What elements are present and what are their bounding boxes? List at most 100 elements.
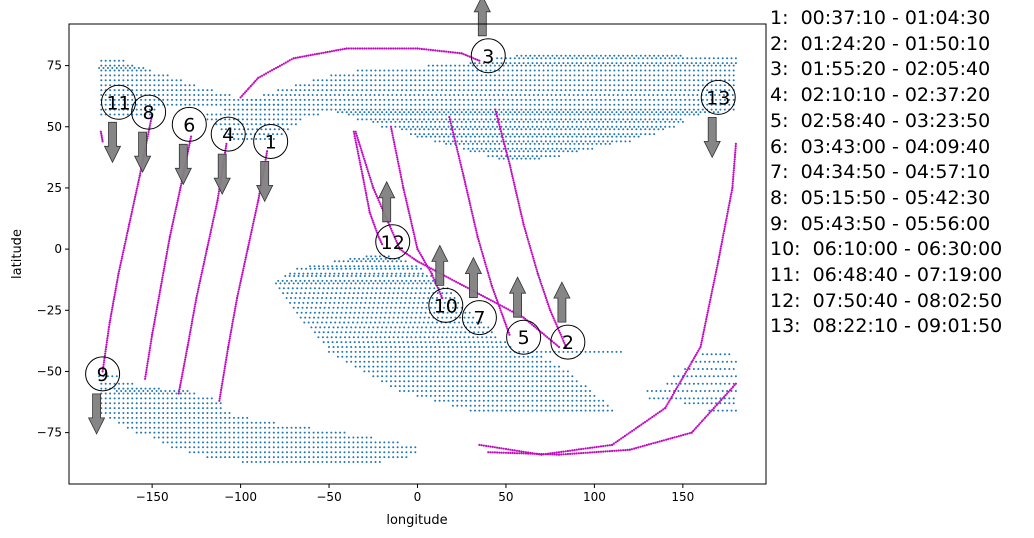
ocean-point — [527, 399, 530, 402]
ocean-point — [535, 125, 538, 128]
ocean-point — [312, 321, 315, 324]
ocean-point — [281, 426, 284, 429]
ocean-point — [476, 64, 479, 67]
ocean-point — [491, 111, 494, 114]
ocean-point — [679, 69, 682, 72]
ocean-point — [449, 133, 452, 136]
ocean-point — [369, 297, 372, 299]
ocean-point — [390, 301, 393, 304]
ocean-point — [476, 98, 479, 101]
track-point-4 — [202, 265, 205, 268]
ocean-point — [389, 311, 392, 314]
ocean-point — [219, 123, 222, 126]
ocean-point — [398, 306, 401, 309]
ocean-point — [407, 346, 410, 348]
ocean-point — [290, 456, 293, 459]
ocean-point — [202, 441, 204, 444]
ocean-point — [210, 416, 213, 419]
ocean-point — [336, 111, 339, 114]
track-point-6 — [167, 244, 170, 247]
track-point-3 — [414, 47, 417, 50]
ocean-point — [215, 98, 218, 101]
ocean-point — [606, 135, 609, 138]
ocean-point — [179, 392, 182, 395]
ocean-point — [175, 103, 178, 106]
ocean-point — [458, 74, 461, 77]
ocean-point — [575, 150, 578, 153]
ocean-point — [359, 282, 361, 285]
ocean-point — [224, 94, 227, 96]
ocean-point — [434, 390, 437, 392]
ocean-point — [522, 140, 525, 143]
ocean-point — [413, 301, 415, 304]
ocean-point — [371, 341, 374, 344]
track-point-3 — [280, 63, 283, 66]
ocean-point — [330, 461, 333, 463]
track-point-4 — [224, 151, 227, 154]
track-point-3 — [394, 47, 397, 50]
ocean-point — [675, 397, 678, 400]
ocean-point — [662, 98, 664, 101]
ocean-point — [538, 113, 541, 116]
ocean-point — [393, 265, 396, 268]
ocean-point — [631, 54, 633, 57]
ocean-point — [690, 57, 693, 60]
ocean-point — [648, 133, 651, 136]
ocean-point — [224, 436, 227, 439]
track-point-3 — [270, 69, 274, 72]
ocean-point — [533, 142, 536, 145]
ocean-point — [569, 133, 572, 136]
track-point-5 — [539, 280, 542, 283]
ocean-point — [361, 89, 364, 92]
ocean-point — [564, 64, 567, 67]
ocean-point — [332, 275, 335, 277]
track-point-3 — [418, 47, 421, 50]
ocean-point — [409, 451, 412, 454]
ocean-point — [608, 133, 611, 136]
ocean-point — [403, 120, 406, 123]
ocean-point — [582, 113, 585, 116]
ocean-point — [532, 94, 535, 96]
ocean-point — [306, 275, 309, 277]
ocean-point — [352, 98, 355, 101]
track-point-4 — [207, 241, 210, 244]
ocean-point — [303, 108, 306, 111]
ocean-point — [385, 355, 388, 358]
ocean-point — [385, 326, 388, 329]
ocean-point — [259, 108, 262, 111]
ocean-point — [717, 390, 720, 392]
ocean-point — [294, 94, 296, 96]
ocean-point — [153, 412, 156, 414]
ocean-point — [531, 355, 534, 358]
ocean-point — [467, 69, 470, 72]
ocean-point — [467, 133, 470, 136]
ocean-point — [712, 375, 715, 378]
ocean-point — [443, 346, 445, 348]
ocean-point — [390, 326, 392, 329]
ocean-point — [642, 120, 645, 123]
track-point-4 — [199, 277, 202, 280]
track-point-4 — [182, 364, 185, 368]
ocean-point — [648, 118, 651, 121]
ocean-point — [398, 346, 401, 348]
ocean-point — [394, 365, 397, 368]
ocean-point — [392, 279, 395, 282]
ocean-point — [668, 125, 671, 128]
ocean-point — [228, 412, 231, 414]
track-point-5 — [514, 187, 517, 190]
ocean-point — [600, 74, 602, 77]
ocean-point — [436, 64, 439, 67]
ocean-point — [380, 331, 383, 334]
ocean-point — [321, 103, 324, 106]
ocean-point — [310, 282, 313, 285]
ocean-point — [162, 74, 165, 77]
ocean-point — [281, 103, 284, 106]
ocean-point — [460, 390, 463, 392]
track-point-4 — [192, 311, 195, 314]
track-point-1 — [256, 203, 259, 206]
track-point-4 — [225, 142, 228, 145]
ocean-point — [157, 397, 160, 400]
ocean-point — [416, 125, 419, 128]
ocean-point — [131, 412, 134, 414]
track-point-2 — [398, 248, 401, 251]
